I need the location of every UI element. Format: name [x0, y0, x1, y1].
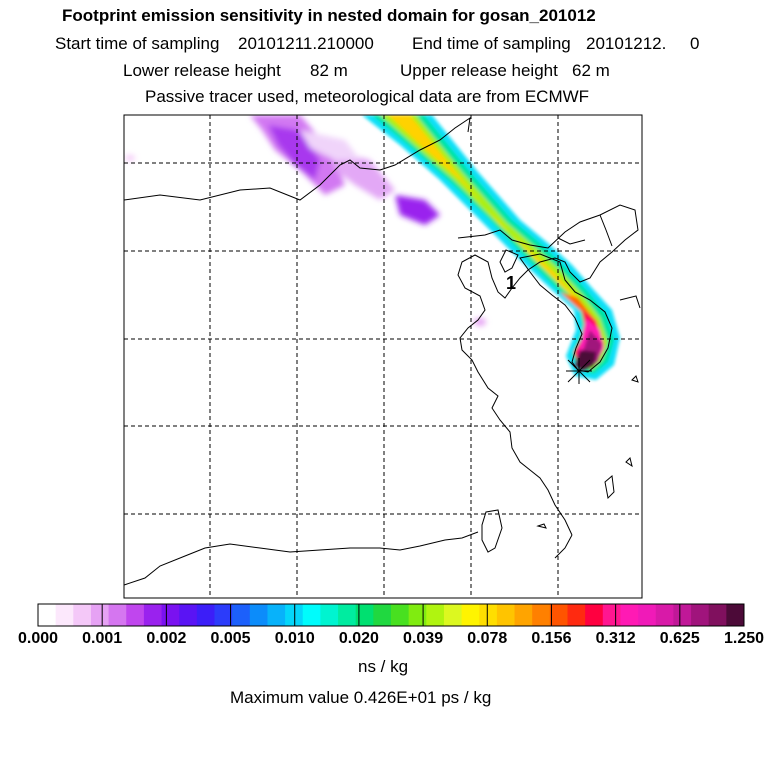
colorbar-swatch: [90, 604, 110, 626]
colorbar-swatch: [338, 604, 357, 626]
colorbar: [37, 603, 745, 627]
start-time-value: 20101211.210000: [238, 34, 374, 53]
colorbar-tick-label: 0.002: [146, 630, 187, 647]
colorbar-swatch: [391, 604, 410, 626]
upper-height-label: Upper release height: [400, 61, 558, 80]
plume-layer: [124, 115, 642, 598]
colorbar-swatch: [108, 604, 127, 626]
colorbar-swatch: [620, 604, 639, 626]
plot-title: Footprint emission sensitivity in nested…: [62, 6, 596, 25]
colorbar-tick-label: 0.312: [595, 630, 636, 647]
colorbar-units: ns / kg: [358, 657, 409, 676]
colorbar-swatch: [443, 604, 463, 626]
colorbar-swatch: [249, 604, 268, 626]
upper-height-value: 62 m: [572, 61, 610, 80]
colorbar-swatch: [673, 604, 692, 626]
colorbar-tick-label: 1.250: [723, 630, 765, 647]
map-frame: [123, 114, 643, 599]
lower-height-label: Lower release height: [123, 61, 281, 80]
coastlines: [124, 116, 641, 586]
colorbar-swatch: [691, 604, 710, 626]
colorbar-swatch: [126, 604, 145, 626]
colorbar-swatch: [585, 604, 604, 626]
weak-sensitivity-patches: [125, 115, 486, 326]
colorbar-swatch: [267, 604, 286, 626]
colorbar-tick-label: 0.020: [338, 630, 379, 647]
colorbar-swatch: [479, 604, 498, 626]
colorbar-swatch: [143, 604, 163, 626]
colorbar-swatch: [285, 604, 304, 626]
colorbar-swatch: [214, 604, 233, 626]
colorbar-swatch: [73, 604, 92, 626]
colorbar-swatch: [638, 604, 657, 626]
colorbar-swatch: [426, 604, 445, 626]
colorbar-tick-label: 0.078: [467, 630, 508, 647]
graticule: [124, 115, 642, 598]
receptor-star-icon: [566, 358, 592, 384]
colorbar-swatch: [320, 604, 339, 626]
colorbar-swatch: [161, 604, 180, 626]
colorbar-swatch: [532, 604, 551, 626]
colorbar-swatch: [514, 604, 533, 626]
colorbar-swatch: [373, 604, 392, 626]
colorbar-swatch: [302, 604, 321, 626]
tracer-info: Passive tracer used, meteorological data…: [145, 87, 590, 106]
colorbar-swatch: [232, 604, 251, 626]
main-plume: [362, 115, 620, 380]
colorbar-swatch: [38, 604, 57, 626]
colorbar-tick-label: 0.005: [210, 630, 251, 647]
start-time-label: Start time of sampling: [55, 34, 220, 53]
release-marker-label: 1: [506, 273, 516, 293]
colorbar-tick-label: 0.039: [403, 630, 444, 647]
colorbar-swatch: [549, 604, 568, 626]
colorbar-swatch: [196, 604, 215, 626]
maximum-value: Maximum value 0.426E+01 ps / kg: [230, 688, 492, 707]
colorbar-tick-label: 0.156: [531, 630, 572, 647]
colorbar-swatch: [179, 604, 198, 626]
colorbar-swatch: [355, 604, 374, 626]
colorbar-tick-label: 0.010: [274, 630, 315, 647]
colorbar-swatch: [708, 604, 727, 626]
lower-height-value: 82 m: [310, 61, 348, 80]
colorbar-swatch: [461, 604, 480, 626]
colorbar-tick-label: 0.001: [82, 630, 123, 647]
colorbar-tick-label: 0.625: [659, 630, 700, 647]
colorbar-swatch: [408, 604, 427, 626]
colorbar-frame: [37, 603, 745, 627]
end-time-value: 20101212. 0: [586, 34, 700, 53]
end-time-label: End time of sampling: [412, 34, 571, 53]
colorbar-swatch: [55, 604, 74, 626]
colorbar-swatch: [655, 604, 674, 626]
colorbar-swatch: [496, 604, 516, 626]
colorbar-swatch: [726, 604, 745, 626]
colorbar-swatch: [602, 604, 621, 626]
colorbar-tick-label: 0.000: [17, 630, 59, 647]
colorbar-swatch: [567, 604, 586, 626]
